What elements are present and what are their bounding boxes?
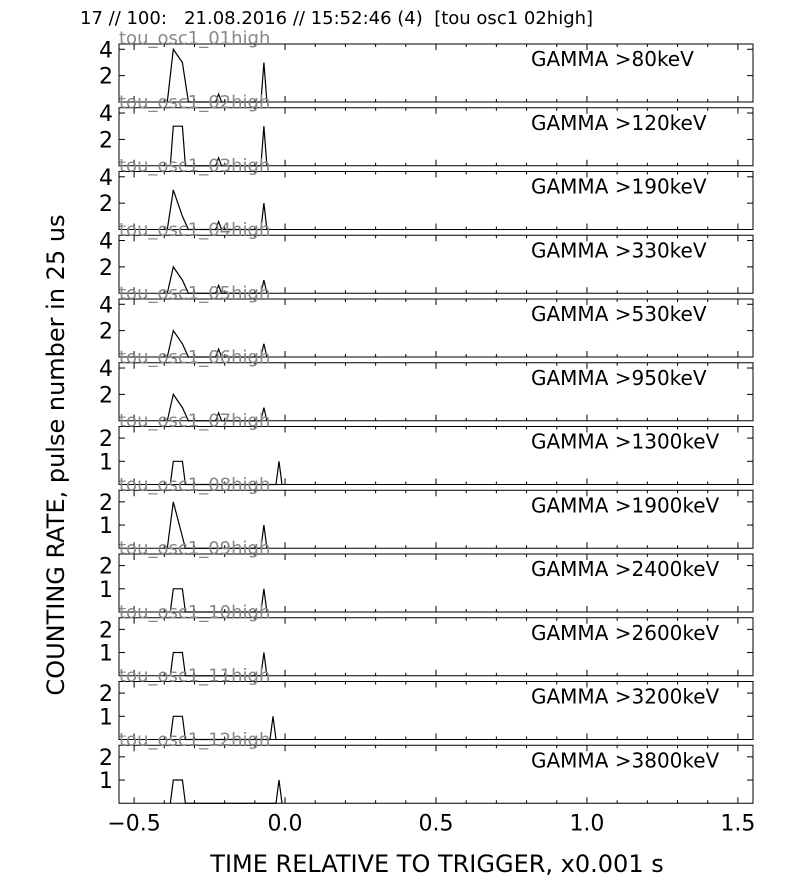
y-tick-label: 2 [99,555,113,580]
panel-label: GAMMA >1900keV [531,493,720,517]
channel-label: tou_osc1_04high [119,219,270,240]
panel-2: 24 GAMMA >120keV tou_osc1_02high [99,92,754,167]
x-tick-label: 1.0 [569,811,604,836]
y-tick-label: 2 [99,192,113,217]
y-tick-label: 4 [99,38,113,63]
panel-7: 12 GAMMA >1300keV tou_osc1_07high [99,411,754,486]
channel-label: tou_osc1_02high [119,92,270,113]
y-tick-label: 1 [99,514,113,539]
series-line [166,265,268,294]
panel-label: GAMMA >3800keV [531,748,720,772]
y-tick-label: 2 [99,682,113,707]
panel-label: GAMMA >950keV [531,366,707,390]
panel-5: 24 GAMMA >530keV tou_osc1_05high [99,283,754,358]
panel-4: 24 GAMMA >330keV tou_osc1_04high [99,219,754,294]
x-tick-label: 0.0 [268,811,303,836]
y-tick-label: 4 [99,102,113,127]
y-tick-label: 2 [99,128,113,153]
panel-10: 12 GAMMA >2600keV tou_osc1_10high [99,602,754,677]
series-line [166,47,268,103]
panel-label: GAMMA >120keV [531,111,707,135]
panel-label: GAMMA >2400keV [531,557,720,581]
panel-label: GAMMA >1300keV [531,430,720,454]
channel-label: tou_osc1_08high [119,474,270,495]
panel-label: GAMMA >2600keV [531,621,720,645]
panel-12: 12 GAMMA >3800keV tou_osc1_12high [99,729,754,804]
x-tick-label: −0.5 [107,811,160,836]
series-line [169,588,268,613]
y-tick-label: 1 [99,642,113,667]
panel-label: GAMMA >530keV [531,302,707,326]
panel-9: 12 GAMMA >2400keV tou_osc1_09high [99,538,754,613]
x-tick-label: 0.5 [419,811,454,836]
figure-header: 17 // 100: 21.08.2016 // 15:52:46 (4) [t… [80,8,594,29]
panel-label: GAMMA >3200keV [531,685,720,709]
y-tick-label: 1 [99,578,113,603]
y-axis-label: COUNTING RATE, pulse number in 25 us [42,214,70,695]
series-line [169,460,283,486]
panel-label: GAMMA >80keV [531,47,694,71]
y-tick-label: 4 [99,166,113,191]
panel-label: GAMMA >190keV [531,175,707,199]
y-tick-label: 4 [99,230,113,255]
y-tick-label: 2 [99,618,113,643]
panel-3: 24 GAMMA >190keV tou_osc1_03high [99,156,754,231]
y-tick-label: 4 [99,357,113,382]
x-axis-label: TIME RELATIVE TO TRIGGER, x0.001 s [209,850,663,878]
panel-8: 12 GAMMA >1900keV tou_osc1_08high [99,474,754,549]
channel-label: tou_osc1_12high [119,729,270,750]
panel-1: 24 GAMMA >80keV tou_osc1_01high [99,28,754,103]
channel-label: tou_osc1_10high [119,602,270,623]
y-tick-label: 2 [99,491,113,516]
channel-label: tou_osc1_07high [119,411,270,432]
channel-label: tou_osc1_01high [119,28,270,49]
y-tick-label: 4 [99,293,113,318]
y-tick-label: 2 [99,65,113,90]
series-line [166,501,268,549]
y-tick-label: 2 [99,320,113,345]
y-tick-label: 1 [99,450,113,475]
series-line [166,189,268,231]
x-tick-label: 1.5 [720,811,755,836]
channel-label: tou_osc1_05high [119,283,270,304]
y-tick-label: 1 [99,769,113,794]
y-tick-label: 2 [99,746,113,771]
channel-label: tou_osc1_11high [119,666,270,687]
panel-label: GAMMA >330keV [531,238,707,262]
channel-label: tou_osc1_09high [119,538,270,559]
x-axis: −0.5 0.0 0.5 1.0 1.5 [107,811,755,836]
channel-label: tou_osc1_06high [119,347,270,368]
series-line [166,392,268,422]
y-tick-label: 1 [99,705,113,730]
series-line [166,329,268,358]
y-tick-label: 2 [99,383,113,408]
panel-6: 24 GAMMA >950keV tou_osc1_06high [99,347,754,422]
series-line [169,125,268,167]
series-line [169,779,283,804]
series-line [169,651,268,677]
y-tick-label: 2 [99,256,113,281]
channel-label: tou_osc1_03high [119,156,270,177]
series-line [169,715,277,741]
y-tick-label: 2 [99,427,113,452]
panel-11: 12 GAMMA >3200keV tou_osc1_11high [99,666,754,741]
